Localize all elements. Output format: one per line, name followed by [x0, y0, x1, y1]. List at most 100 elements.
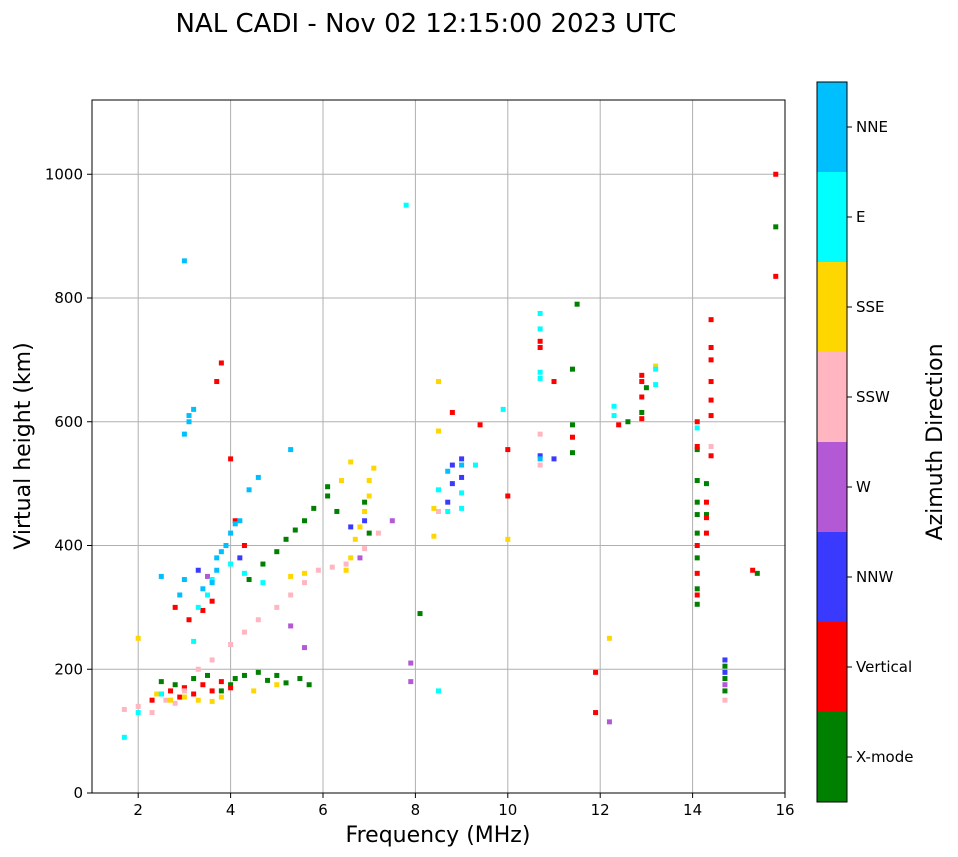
- point-ssw: [172, 700, 178, 706]
- point-sse: [431, 533, 437, 539]
- point-e: [205, 592, 210, 598]
- data-points: [121, 171, 779, 740]
- chart-title: NAL CADI - Nov 02 12:15:00 2023 UTC: [176, 9, 677, 39]
- x-axis-ticks: 2 4 6 8 10 12 14 16: [133, 793, 795, 819]
- point-vertical: [241, 543, 247, 548]
- point-x-mode: [228, 682, 234, 688]
- point-nnw: [362, 518, 368, 524]
- point-nne: [459, 462, 465, 468]
- point-vertical: [639, 416, 645, 422]
- point-vertical: [593, 710, 599, 716]
- point-vertical: [694, 592, 700, 598]
- point-ssw: [163, 697, 169, 703]
- point-e: [472, 462, 478, 468]
- point-ssw: [302, 580, 308, 586]
- point-nnw: [195, 567, 201, 573]
- point-vertical: [228, 456, 234, 462]
- point-ssw: [149, 710, 155, 716]
- point-x-mode: [722, 676, 728, 682]
- point-vertical: [708, 453, 714, 459]
- point-vertical: [694, 419, 700, 425]
- point-x-mode: [362, 499, 368, 505]
- point-ssw: [228, 642, 234, 647]
- point-vertical: [172, 604, 178, 610]
- point-x-mode: [366, 530, 372, 536]
- point-vertical: [505, 447, 511, 453]
- colorbar-tick-label: W: [856, 478, 871, 496]
- point-ssw: [135, 703, 141, 709]
- point-e: [459, 505, 465, 511]
- point-sse: [366, 493, 372, 499]
- point-x-mode: [703, 481, 709, 487]
- point-nne: [537, 456, 543, 462]
- point-x-mode: [722, 688, 728, 694]
- point-nne: [177, 592, 183, 598]
- point-w: [302, 645, 308, 651]
- point-x-mode: [417, 611, 423, 617]
- point-sse: [352, 536, 358, 542]
- point-vertical: [694, 570, 700, 576]
- point-vertical: [209, 598, 215, 604]
- point-sse: [218, 694, 224, 700]
- colorbar-segment: [817, 712, 847, 802]
- point-x-mode: [643, 385, 649, 391]
- point-x-mode: [218, 688, 224, 694]
- point-x-mode: [703, 512, 709, 518]
- point-x-mode: [694, 447, 700, 453]
- point-x-mode: [306, 682, 312, 688]
- point-vertical: [639, 372, 645, 378]
- point-vertical: [708, 357, 714, 363]
- point-vertical: [209, 688, 215, 694]
- point-x-mode: [311, 505, 317, 511]
- x-tick-label: 16: [775, 801, 794, 819]
- point-vertical: [181, 685, 187, 691]
- grid-lines: [92, 100, 786, 794]
- point-x-mode: [569, 366, 575, 372]
- point-vertical: [214, 379, 220, 385]
- point-x-mode: [694, 601, 700, 607]
- colorbar-segment: [817, 442, 847, 532]
- point-nne: [223, 543, 229, 548]
- point-e: [611, 403, 617, 409]
- point-nne: [186, 413, 192, 419]
- point-sse: [181, 694, 187, 700]
- point-vertical: [200, 682, 206, 688]
- point-x-mode: [232, 676, 238, 682]
- point-nnw: [348, 524, 354, 530]
- x-tick-label: 12: [591, 801, 610, 819]
- point-ssw: [274, 604, 280, 610]
- point-ssw: [375, 530, 381, 536]
- point-nnw: [459, 456, 465, 462]
- point-x-mode: [754, 570, 760, 576]
- point-x-mode: [694, 530, 700, 536]
- point-w: [722, 682, 728, 688]
- point-nnw: [551, 456, 557, 462]
- point-w: [357, 555, 363, 561]
- point-x-mode: [694, 586, 700, 592]
- point-e: [611, 413, 617, 419]
- point-nne: [181, 258, 187, 264]
- colorbar-tick-label: NNE: [856, 118, 888, 136]
- point-x-mode: [569, 450, 575, 456]
- point-sse: [348, 555, 354, 561]
- point-sse: [436, 379, 441, 385]
- point-vertical: [551, 379, 557, 385]
- point-x-mode: [694, 499, 700, 505]
- y-tick-label: 200: [54, 660, 83, 678]
- point-x-mode: [334, 508, 340, 514]
- colorbar-segment: [817, 82, 847, 172]
- point-x-mode: [694, 555, 700, 561]
- colorbar-segment: [817, 172, 847, 262]
- point-w: [408, 660, 414, 666]
- point-sse: [653, 363, 659, 369]
- point-e: [653, 366, 659, 372]
- point-ssw: [436, 508, 441, 514]
- point-w: [205, 573, 210, 579]
- point-vertical: [177, 694, 183, 700]
- colorbar-tick-label: NNW: [856, 568, 893, 586]
- point-ssw: [362, 546, 368, 552]
- point-w: [408, 679, 414, 685]
- point-vertical: [773, 171, 779, 177]
- point-ssw: [708, 444, 714, 449]
- point-x-mode: [773, 224, 779, 230]
